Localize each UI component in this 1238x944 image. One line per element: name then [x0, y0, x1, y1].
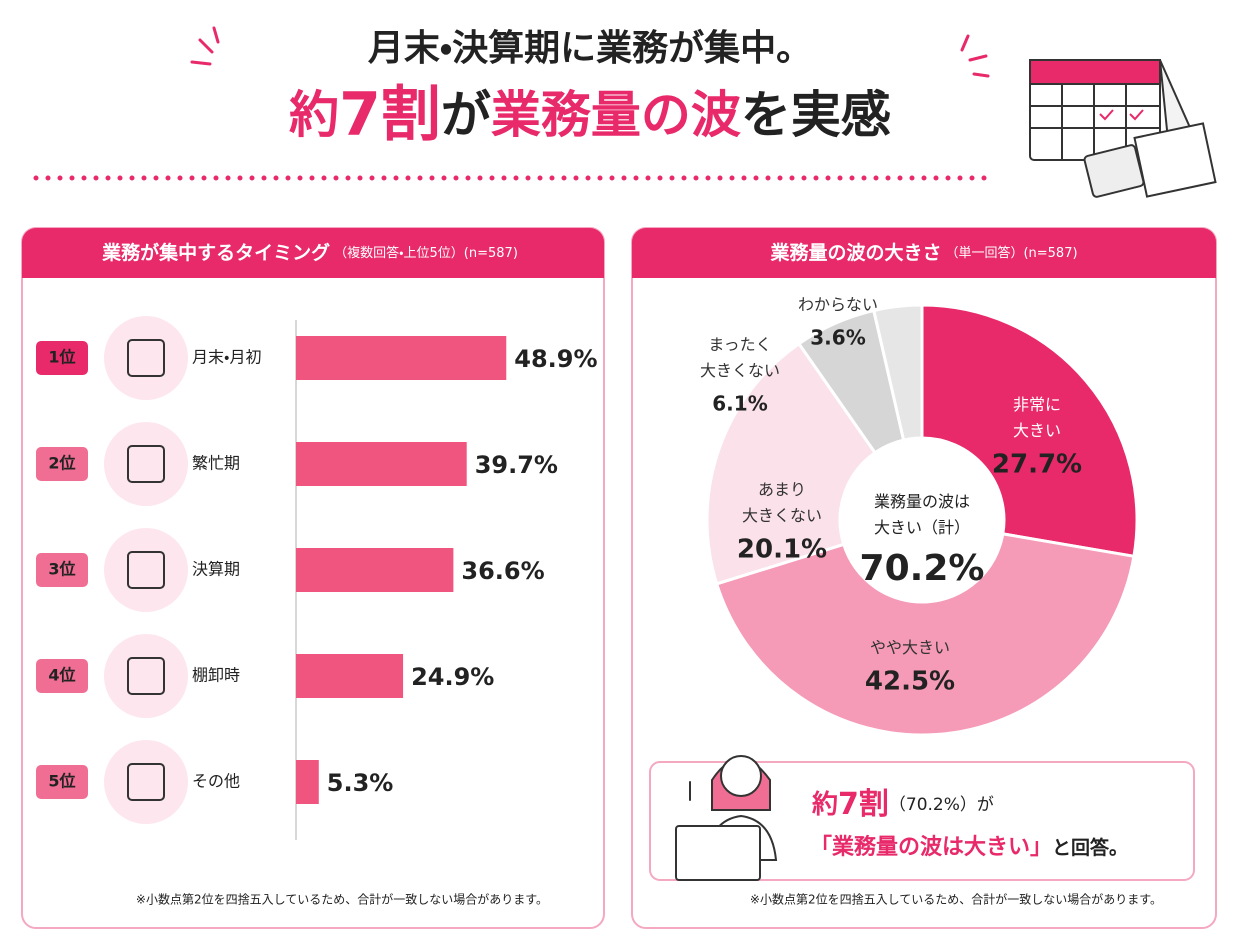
- headline-part: 7割: [339, 80, 441, 150]
- title: 業務量の波の大きさ: [769, 241, 941, 264]
- note: ※小数点第2位を四捨五入しているため、合計が一致しない場合があります。: [750, 892, 1162, 907]
- value-label: 20.1%: [737, 535, 827, 565]
- callout-part: 「業務量の波は大きい」: [810, 834, 1052, 860]
- rank-badge: [36, 659, 88, 693]
- icon-circle: [104, 634, 188, 718]
- rank-badge: [36, 765, 88, 799]
- icon: [127, 339, 165, 377]
- value-label: 24.9%: [411, 663, 494, 691]
- icon: [127, 657, 165, 695]
- rank-badge: [36, 553, 88, 587]
- slice-label: あまり大きくない: [742, 480, 822, 525]
- icon: [127, 551, 165, 589]
- slice-label-line: 大きくない: [700, 361, 780, 380]
- donut-slice: [705, 341, 878, 586]
- value-label: 36.6%: [461, 557, 544, 585]
- sparkle-right: [960, 34, 990, 78]
- panel-right-header: [632, 228, 1216, 278]
- slice-label: まったく大きくない: [700, 335, 780, 380]
- value-label: 3.6%: [810, 326, 865, 350]
- value-label: 39.7%: [475, 451, 558, 479]
- rank-badge: [36, 341, 88, 375]
- slice-label-line: わからない: [798, 295, 878, 314]
- callout-box: [649, 761, 1195, 881]
- center-label: 業務量の波は大きい（計）: [874, 492, 970, 537]
- callout-line-2: 「業務量の波は大きい」と回答。: [810, 834, 1128, 860]
- rank-label: 4位: [48, 666, 75, 685]
- title: 業務が集中するタイミング: [101, 241, 330, 264]
- callout-part: （70.2%）が: [889, 795, 994, 815]
- sparkle-left: [190, 26, 220, 66]
- bar: [296, 336, 507, 380]
- center-value: 70.2%: [860, 548, 985, 589]
- bar-panel-title: 業務が集中するタイミング （複数回答・上位5位）(n=587): [101, 241, 518, 264]
- donut-slice: [920, 303, 1139, 559]
- headline-1: 月末・決算期に業務が集中。: [368, 28, 812, 69]
- bar: [296, 442, 467, 486]
- note: ※小数点第2位を四捨五入しているため、合計が一致しない場合があります。: [136, 892, 548, 907]
- rank-label: 2位: [48, 454, 75, 473]
- donut-slice: [871, 303, 924, 442]
- bar: [296, 654, 404, 698]
- donut-panel-title: 業務量の波の大きさ （単一回答）(n=587): [769, 241, 1077, 264]
- center-label-line: 大きい（計）: [874, 518, 970, 537]
- headline-part: 約: [289, 86, 339, 144]
- callout-part: と回答。: [1052, 836, 1128, 859]
- donut-slice: [714, 532, 1136, 737]
- slice-label-line: 大きい: [1013, 421, 1061, 440]
- slice-label-line: あまり: [758, 480, 806, 499]
- icon-circle: [104, 528, 188, 612]
- headline-part: が: [441, 86, 491, 144]
- callout-part: 約: [811, 789, 838, 820]
- person-illustration: [675, 755, 778, 881]
- rank-label: 5位: [48, 772, 75, 791]
- slice-label-line: 非常に: [1013, 395, 1061, 414]
- slice-label: やや大きい: [870, 638, 950, 657]
- rank-label: 1位: [48, 348, 75, 367]
- icon-circle: [104, 740, 188, 824]
- value-label: 6.1%: [712, 392, 767, 416]
- bar: [296, 760, 319, 804]
- center-label-line: 業務量の波は: [874, 492, 970, 511]
- value-label: 48.9%: [514, 345, 597, 373]
- icon: [127, 445, 165, 483]
- headline-2: 約7割が業務量の波を実感: [289, 80, 891, 150]
- panel-left-header: [22, 228, 604, 278]
- category-label: 決算期: [192, 560, 240, 579]
- subtitle: （単一回答）(n=587): [945, 245, 1077, 261]
- value-label: 42.5%: [865, 667, 955, 697]
- category-label: 月末・月初: [192, 348, 261, 367]
- rank-label: 3位: [48, 560, 75, 579]
- callout-line-1: 約7割（70.2%）が: [811, 787, 994, 822]
- value-label: 27.7%: [992, 450, 1082, 480]
- slice-label-line: やや大きい: [870, 638, 950, 657]
- category-label: その他: [192, 772, 240, 791]
- value-label: 5.3%: [327, 769, 394, 797]
- icon: [127, 763, 165, 801]
- icon-circle: [104, 422, 188, 506]
- slice-label: 非常に大きい: [1013, 395, 1061, 440]
- category-label: 繁忙期: [192, 454, 240, 473]
- slice-label-line: まったく: [708, 335, 771, 354]
- headline-part: 業務量の波: [491, 86, 741, 144]
- callout-part: 7割: [838, 787, 889, 822]
- icon-circle: [104, 316, 188, 400]
- headline-part: を実感: [741, 86, 891, 144]
- rank-badge: [36, 447, 88, 481]
- subtitle: （複数回答・上位5位）(n=587): [334, 245, 518, 261]
- category-label: 棚卸時: [192, 666, 240, 685]
- bar: [296, 548, 454, 592]
- calendar-illustration: [1029, 59, 1217, 198]
- slice-label: わからない: [798, 295, 878, 314]
- slice-label-line: 大きくない: [742, 506, 822, 525]
